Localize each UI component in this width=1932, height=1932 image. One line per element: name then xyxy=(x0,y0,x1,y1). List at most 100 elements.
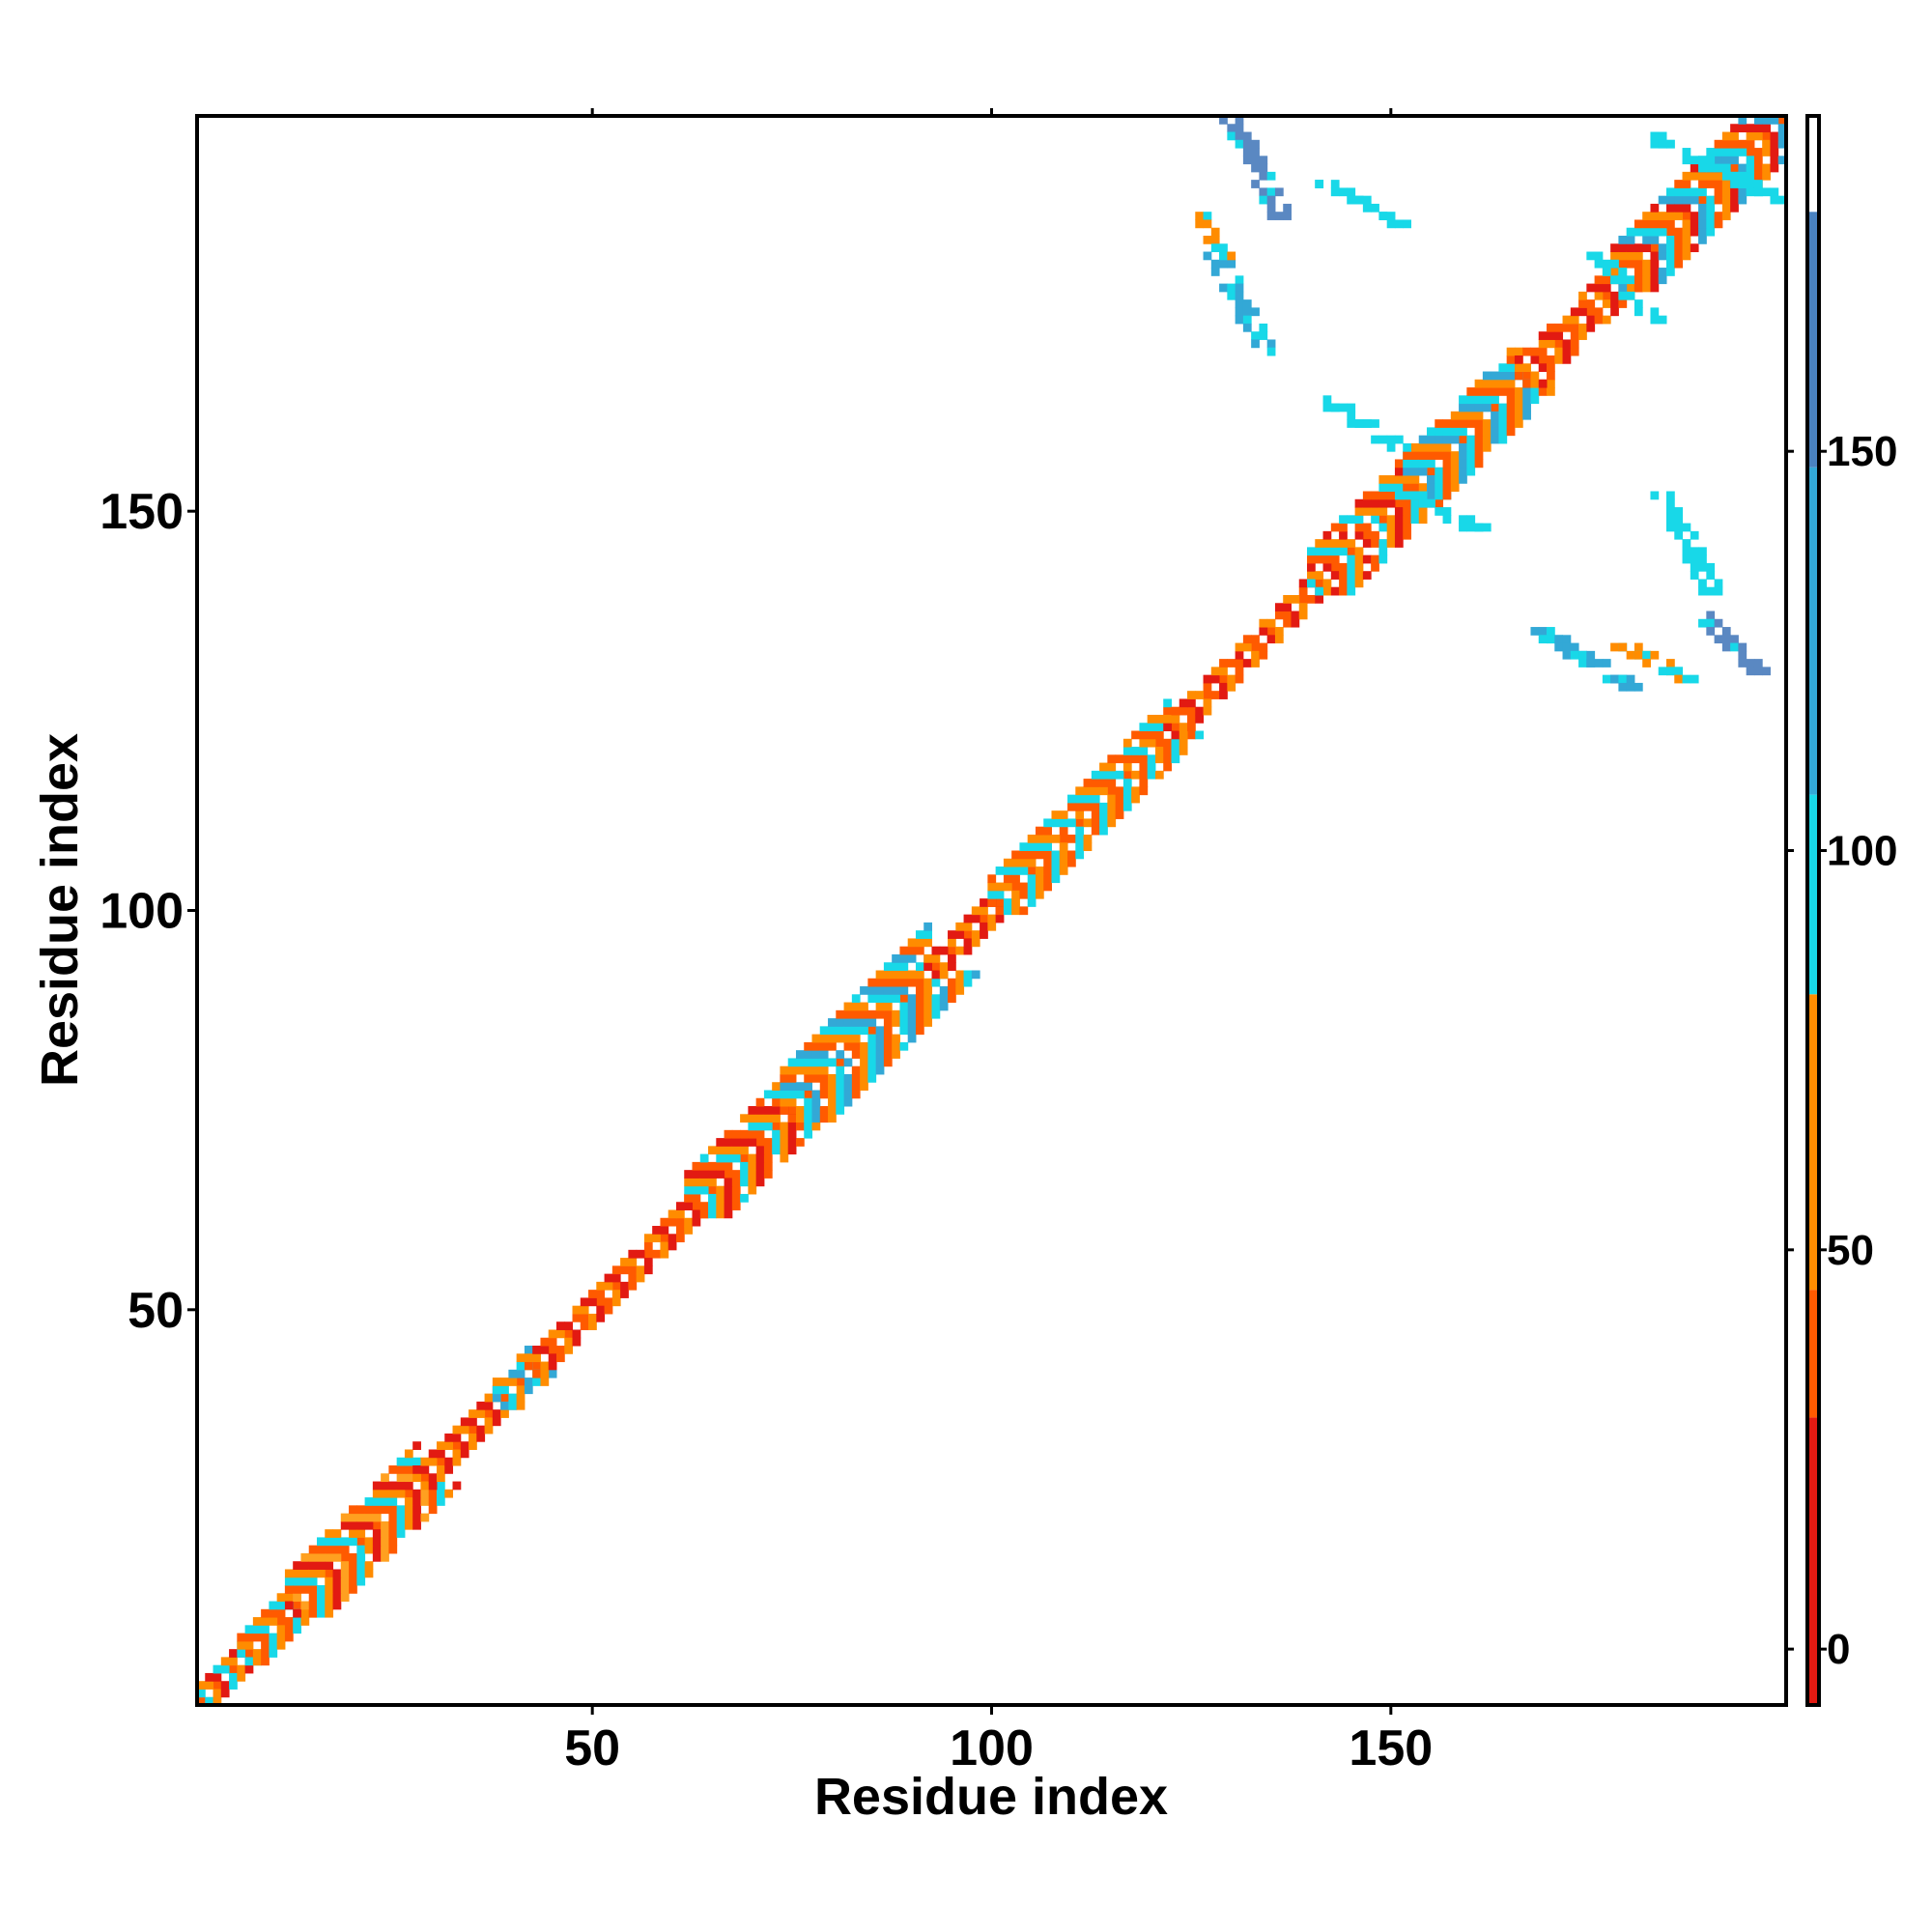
heatmap-cell xyxy=(452,1457,462,1466)
heatmap-cell xyxy=(1403,523,1411,532)
heatmap-cell xyxy=(197,1681,206,1690)
heatmap-cell xyxy=(1362,571,1372,580)
heatmap-cell xyxy=(436,1457,445,1466)
heatmap-cell xyxy=(1498,395,1508,405)
heatmap-cell xyxy=(628,1258,638,1266)
heatmap-cell xyxy=(860,1041,868,1051)
heatmap-cell xyxy=(244,1633,254,1642)
heatmap-cell xyxy=(1115,802,1124,811)
heatmap-cell xyxy=(1403,483,1411,493)
heatmap-cell xyxy=(1730,187,1739,197)
heatmap-cell xyxy=(1721,627,1731,636)
heatmap-cell xyxy=(516,1401,526,1410)
heatmap-cell xyxy=(1721,212,1731,220)
heatmap-cell xyxy=(1770,156,1779,165)
heatmap-cell xyxy=(1227,283,1236,293)
heatmap-cell xyxy=(555,1353,565,1363)
heatmap-cell xyxy=(1274,603,1284,612)
heatmap-cell xyxy=(1035,850,1044,860)
heatmap-cell xyxy=(811,1065,821,1075)
heatmap-cell xyxy=(1753,187,1763,197)
heatmap-cell xyxy=(1562,323,1572,332)
heatmap-cell xyxy=(325,1593,334,1603)
heatmap-cell xyxy=(1307,571,1316,580)
heatmap-cell xyxy=(1506,371,1516,381)
heatmap-cell xyxy=(652,1249,661,1259)
heatmap-cell xyxy=(261,1608,270,1618)
heatmap-cell xyxy=(1251,642,1260,652)
heatmap-cell xyxy=(1538,627,1548,636)
colorbar-tick-label: 0 xyxy=(1827,1626,1850,1673)
heatmap-cell xyxy=(1259,195,1268,205)
heatmap-cell xyxy=(1219,682,1228,692)
heatmap-cell xyxy=(1371,419,1379,428)
heatmap-cell xyxy=(780,1146,789,1155)
heatmap-cell xyxy=(899,1018,909,1027)
heatmap-cell xyxy=(1586,650,1596,660)
heatmap-cell xyxy=(763,1161,773,1171)
heatmap-cell xyxy=(1171,730,1180,740)
heatmap-cell xyxy=(1650,650,1660,660)
heatmap-cell xyxy=(971,970,980,980)
heatmap-cell xyxy=(1586,299,1596,308)
heatmap-cell xyxy=(1274,611,1284,620)
heatmap-cell xyxy=(1721,180,1731,188)
heatmap-cell xyxy=(1650,131,1660,141)
heatmap-cell xyxy=(340,1552,350,1562)
heatmap-cell xyxy=(1274,187,1284,197)
heatmap-cell xyxy=(811,1058,821,1067)
heatmap-cell xyxy=(1403,219,1411,229)
heatmap-cell xyxy=(1227,124,1236,133)
heatmap-cell xyxy=(828,1097,837,1107)
heatmap-cell xyxy=(1219,659,1228,668)
heatmap-cell xyxy=(269,1617,278,1626)
heatmap-cell xyxy=(1347,554,1356,564)
heatmap-cell xyxy=(388,1465,398,1474)
heatmap-cell xyxy=(755,1114,765,1123)
heatmap-cell xyxy=(1251,650,1260,660)
heatmap-cell xyxy=(987,906,997,916)
heatmap-cell xyxy=(492,1409,501,1418)
heatmap-cell xyxy=(381,1545,389,1554)
heatmap-cell xyxy=(899,946,909,955)
heatmap-cell xyxy=(572,1305,582,1315)
heatmap-cell xyxy=(1210,243,1220,253)
heatmap-cell xyxy=(220,1681,230,1690)
heatmap-cell xyxy=(1506,411,1516,420)
heatmap-cell xyxy=(1547,339,1555,349)
heatmap-cell xyxy=(851,994,861,1004)
heatmap-cell xyxy=(1698,554,1707,564)
heatmap-cell xyxy=(1442,442,1452,452)
heatmap-cell xyxy=(971,922,980,931)
heatmap-cell xyxy=(699,1178,709,1187)
heatmap-cell xyxy=(1210,691,1220,699)
heatmap-cell xyxy=(1602,268,1611,276)
heatmap-cell xyxy=(1530,355,1540,364)
heatmap-cell xyxy=(1291,618,1300,628)
heatmap-cell xyxy=(1706,219,1716,229)
heatmap-cell xyxy=(1770,131,1779,141)
heatmap-cell xyxy=(1586,307,1596,317)
heatmap-cell xyxy=(1762,116,1771,125)
heatmap-cell xyxy=(1474,403,1484,412)
heatmap-cell xyxy=(931,946,941,955)
heatmap-cell xyxy=(1610,268,1619,276)
heatmap-cell xyxy=(340,1537,350,1547)
heatmap-cell xyxy=(284,1625,294,1634)
heatmap-cell xyxy=(340,1545,350,1554)
heatmap-cell xyxy=(293,1617,301,1626)
heatmap-cell xyxy=(436,1497,445,1506)
heatmap-cell xyxy=(372,1520,382,1530)
heatmap-cell xyxy=(588,1290,597,1298)
heatmap-cell xyxy=(1690,547,1699,556)
heatmap-cell xyxy=(476,1425,486,1435)
heatmap-cell xyxy=(899,1026,909,1036)
heatmap-cell xyxy=(1099,794,1108,804)
heatmap-cell xyxy=(1107,794,1117,804)
heatmap-cell xyxy=(1610,243,1619,253)
heatmap-cell xyxy=(428,1497,438,1506)
heatmap-cell xyxy=(1498,363,1508,373)
heatmap-cell xyxy=(1666,507,1675,516)
heatmap-cell xyxy=(1291,611,1300,620)
heatmap-cell xyxy=(1410,483,1420,493)
